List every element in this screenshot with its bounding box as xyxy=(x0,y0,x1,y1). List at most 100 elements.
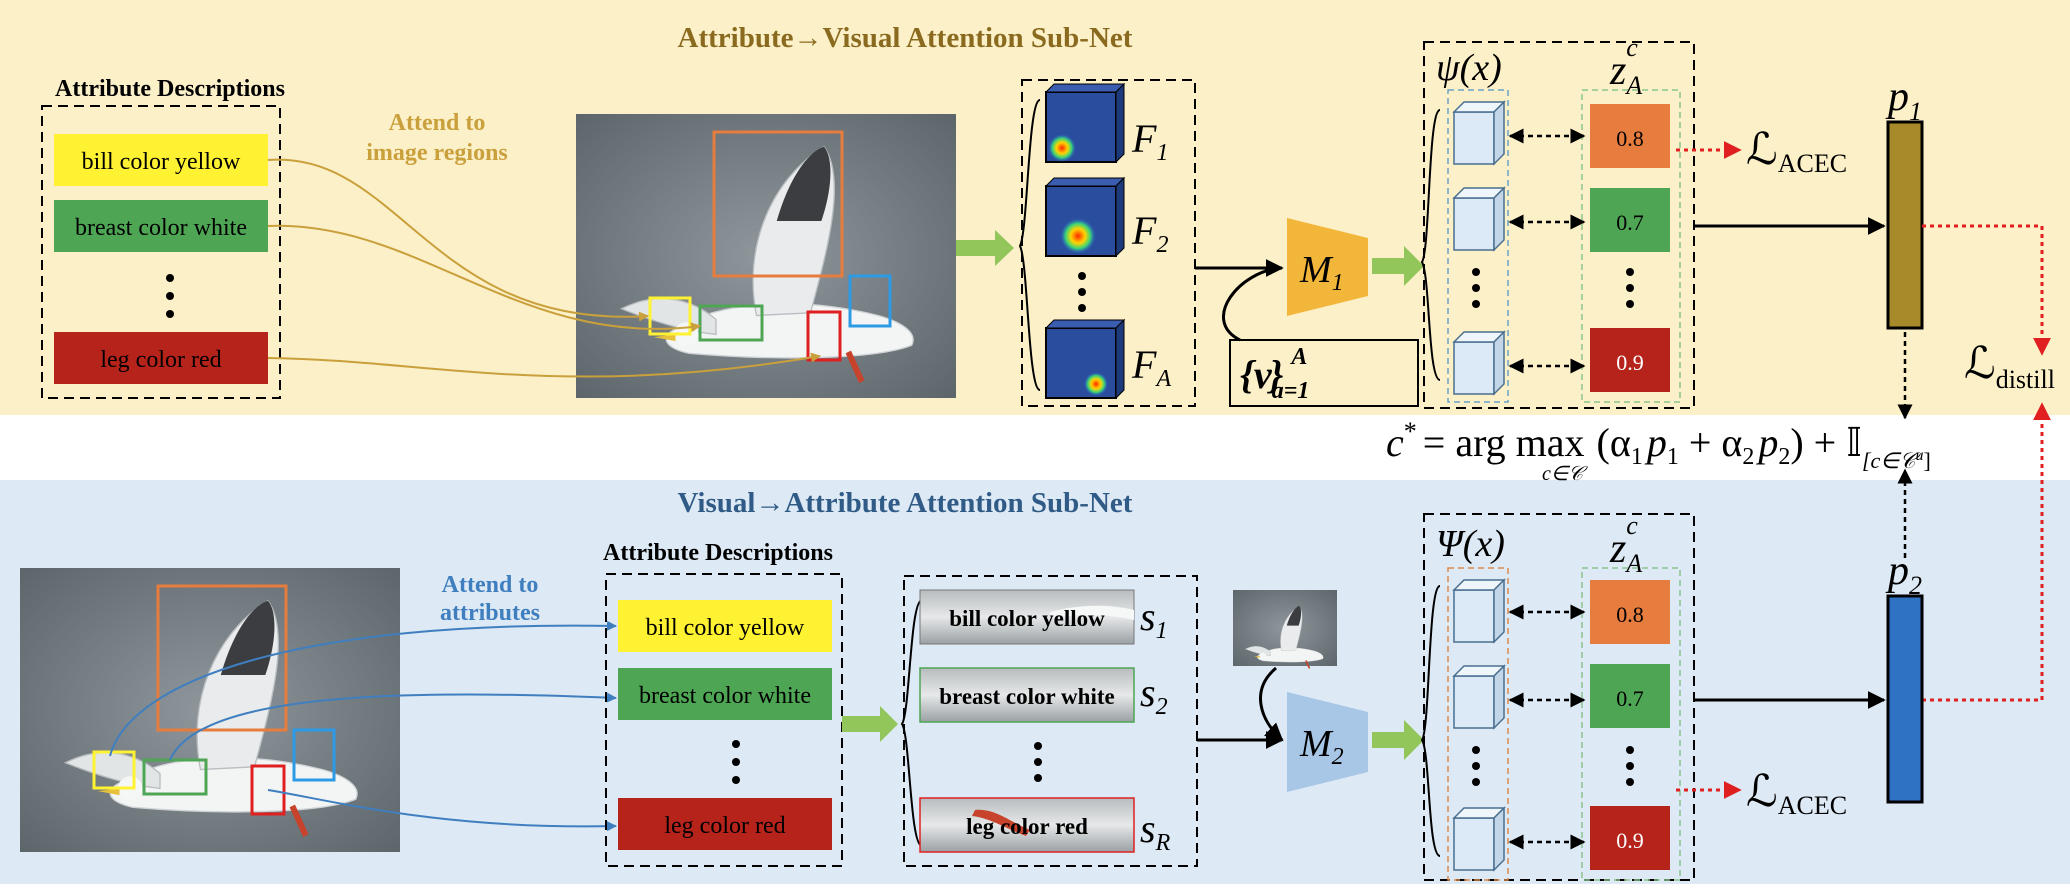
bottom-score-ellipsis xyxy=(1626,746,1634,786)
top-score-1: 0.8 xyxy=(1616,126,1644,151)
module-m2 xyxy=(1287,692,1368,792)
top-arrow-to-features xyxy=(956,230,1014,266)
bottom-score-2: 0.7 xyxy=(1616,686,1644,711)
distill-loss-label: ℒdistill xyxy=(1964,339,2055,394)
bottom-arrow-to-strips xyxy=(842,706,898,742)
bottom-psi-column xyxy=(1447,567,1509,881)
bottom-attend-label-2: attributes xyxy=(440,600,540,626)
bottom-psi-cube-2 xyxy=(1452,664,1506,730)
top-attr-label-3: leg color red xyxy=(100,347,221,373)
bottom-strip-label-2: breast color white xyxy=(939,684,1114,709)
top-psi-cube-1 xyxy=(1452,100,1506,166)
p2-label: p2 xyxy=(1885,548,1922,600)
bottom-bird-image xyxy=(20,568,400,852)
bottom-score-1: 0.8 xyxy=(1616,602,1644,627)
top-score-2: 0.7 xyxy=(1616,210,1644,235)
top-attend-label-1: Attend to xyxy=(389,110,486,136)
top-feature-map-2 xyxy=(1044,176,1126,258)
top-desc-box xyxy=(41,105,281,399)
top-attr-green xyxy=(54,200,268,252)
bottom-psi-z-box xyxy=(1423,513,1695,881)
p1-bar xyxy=(1886,120,1924,330)
top-psi-z-links xyxy=(1508,128,1586,374)
top-feature-map-A xyxy=(1044,318,1126,400)
top-bird-image xyxy=(576,114,956,398)
top-attend-curves xyxy=(267,158,821,378)
bottom-attend-curves xyxy=(109,620,617,832)
bottom-arrow-m2-to-psi xyxy=(1372,720,1424,760)
feature-label-A: FA xyxy=(1131,342,1171,392)
top-attr-label-1: bill color yellow xyxy=(82,149,241,175)
bottom-strip-label-1: bill color yellow xyxy=(949,606,1105,631)
feature-label-1: F1 xyxy=(1131,116,1168,166)
top-attr-yellow xyxy=(54,134,268,186)
bottom-strip-label-3: leg color red xyxy=(966,814,1088,839)
top-psi-column xyxy=(1447,89,1509,403)
top-z-label: zAc xyxy=(1609,33,1642,100)
bottom-loss-label: ℒACEC xyxy=(1746,767,1847,820)
bottom-psi-z-links xyxy=(1508,604,1586,850)
bottom-strip-2 xyxy=(919,667,1135,723)
equation-argmax-sub: c∈𝒞 xyxy=(1542,463,1588,485)
bottom-strip-ellipsis xyxy=(1034,742,1042,782)
p1-label: p1 xyxy=(1885,74,1922,126)
module-m1-label: M1 xyxy=(1299,249,1344,296)
bottom-desc-header: Attribute Descriptions xyxy=(603,540,833,566)
bottom-strip-1 xyxy=(919,589,1135,645)
top-loss-label: ℒACEC xyxy=(1746,125,1847,178)
bottom-attend-label-1: Attend to xyxy=(442,572,539,598)
top-desc-header: Attribute Descriptions xyxy=(55,76,285,102)
prototype-label: {va=1} A xyxy=(1240,344,1309,404)
module-m1 xyxy=(1287,218,1368,316)
top-psi-cube-3 xyxy=(1452,330,1506,396)
top-title: Attribute→Visual Attention Sub-Net xyxy=(678,22,1133,54)
prototype-to-m1-curve xyxy=(1222,266,1283,342)
top-attr-red xyxy=(54,332,268,384)
top-score-3: 0.9 xyxy=(1616,350,1644,375)
top-score-box-1 xyxy=(1590,104,1670,168)
bottom-psi-brace xyxy=(1420,585,1441,857)
bottom-strips-brace xyxy=(900,599,923,847)
top-psi-cube-2 xyxy=(1452,186,1506,252)
top-score-box-3 xyxy=(1590,328,1670,392)
bottom-attr-label-3: leg color red xyxy=(664,813,785,839)
strip-s-label-R: sR xyxy=(1140,806,1171,856)
bottom-z-label: zAc xyxy=(1609,511,1642,578)
top-arrow-m1-to-psi xyxy=(1372,246,1424,286)
p1-to-distill-arrow xyxy=(1922,224,2051,356)
strip-s-label-1: s1 xyxy=(1140,594,1168,644)
bottom-attr-red xyxy=(618,798,832,850)
bottom-thumbnail xyxy=(1233,590,1337,669)
bottom-attr-label-1: bill color yellow xyxy=(646,615,805,641)
bottom-score-3: 0.9 xyxy=(1616,828,1644,853)
top-psi-label: ψ(x) xyxy=(1436,47,1502,89)
top-panel-bg xyxy=(0,0,2070,415)
bottom-score-box-3 xyxy=(1590,806,1670,870)
bottom-strip-3 xyxy=(919,797,1135,853)
bottom-score-box-2 xyxy=(1590,664,1670,728)
decision-equation: c* = arg max (α1 p1 + α2 p2) + 𝕀[c∈𝒞u] xyxy=(1386,417,1931,473)
bottom-score-box-1 xyxy=(1590,580,1670,644)
feature-label-2: F2 xyxy=(1131,208,1168,258)
top-psi-ellipsis xyxy=(1472,268,1480,308)
top-psi-brace xyxy=(1420,109,1441,381)
bottom-psi-cube-3 xyxy=(1452,806,1506,872)
top-attend-label-2: image regions xyxy=(366,140,508,166)
bottom-psi-ellipsis xyxy=(1472,746,1480,786)
prototype-box xyxy=(1229,339,1419,407)
bottom-psi-label: Ψ(x) xyxy=(1436,523,1505,565)
top-score-box-2 xyxy=(1590,188,1670,252)
top-score-ellipsis xyxy=(1626,268,1634,308)
p2-bar xyxy=(1886,594,1924,804)
bottom-strips-box xyxy=(903,575,1198,867)
top-feature-map-1 xyxy=(1044,82,1126,164)
top-attr-ellipsis xyxy=(166,274,174,318)
bottom-attr-green xyxy=(618,668,832,720)
strip-s-label-2: s2 xyxy=(1140,670,1168,720)
p2-to-distill-arrow xyxy=(1922,402,2051,702)
top-feature-ellipsis xyxy=(1078,272,1086,312)
bottom-title: Visual→Attribute Attention Sub-Net xyxy=(678,487,1133,519)
module-m2-label: M2 xyxy=(1299,723,1344,770)
